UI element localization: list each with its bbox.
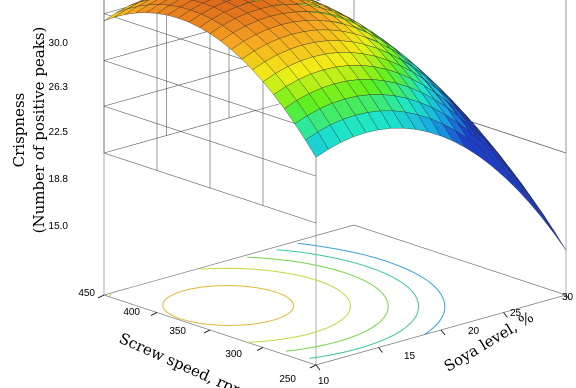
contour-line <box>108 267 351 343</box>
x-tick-label: 20 <box>468 326 480 337</box>
surface-cell <box>221 0 232 2</box>
z-tick-label: 18.8 <box>49 174 69 185</box>
surface-cell <box>139 0 149 3</box>
response-surface <box>103 0 567 251</box>
floor-outline <box>102 224 568 366</box>
contour-line <box>247 256 389 352</box>
contour-line <box>298 242 446 335</box>
contour-line <box>162 285 295 326</box>
surface-cell <box>542 215 567 251</box>
x-tick-mark <box>440 329 446 336</box>
y-tick-mark <box>97 294 105 299</box>
y-tick-mark <box>203 329 211 334</box>
z-tick-label: 26.3 <box>49 82 69 93</box>
x-axis-title: Soya level, % <box>441 308 537 376</box>
z-axis-title-line2: (Number of positive peaks) <box>30 27 48 234</box>
z-tick-label: 15.0 <box>49 221 69 232</box>
z-tick-label: 30.0 <box>49 38 69 49</box>
x-tick-label: 10 <box>318 376 330 387</box>
wall-grid-line <box>103 152 317 224</box>
y-tick-label: 400 <box>123 307 140 318</box>
x-tick-label: 25 <box>510 308 522 319</box>
x-tick-mark <box>565 294 571 301</box>
y-tick-label: 450 <box>78 288 95 299</box>
surface-cell <box>519 182 544 216</box>
x-tick-mark <box>315 364 321 371</box>
y-tick-label: 350 <box>169 326 186 337</box>
wall-grid-line <box>103 105 317 177</box>
y-tick-label: 300 <box>225 349 242 360</box>
x-tick-label: 15 <box>404 351 416 362</box>
soya-level-ticks: 10 15 20 25 30 <box>318 292 574 387</box>
surface-cell <box>517 184 542 217</box>
surface-cell <box>192 0 211 4</box>
z-tick-label: 22.5 <box>49 127 69 138</box>
x-tick-mark <box>503 312 508 318</box>
y-tick-mark <box>150 312 158 316</box>
surface-cell <box>505 170 529 202</box>
surface-cell <box>148 0 168 5</box>
wall-grid-line <box>103 60 317 131</box>
surface-cell <box>507 167 531 200</box>
z-axis-title-line1: Crispness <box>10 93 28 168</box>
z-axis-title: Crispness (Number of positive peaks) <box>10 27 48 234</box>
screw-speed-ticks: 450 400 350 300 250 <box>78 288 296 385</box>
surface-cell <box>530 199 554 233</box>
floor-contours <box>108 242 446 359</box>
z-axis-ticks: 15.0 18.8 22.5 26.3 30.0 <box>49 38 69 232</box>
contour-line <box>276 249 420 359</box>
y-tick-mark <box>256 347 264 351</box>
y-tick-mark <box>309 364 317 369</box>
y-tick-label: 250 <box>279 374 296 385</box>
x-tick-mark <box>378 347 383 353</box>
x-tick-label: 30 <box>562 292 574 303</box>
